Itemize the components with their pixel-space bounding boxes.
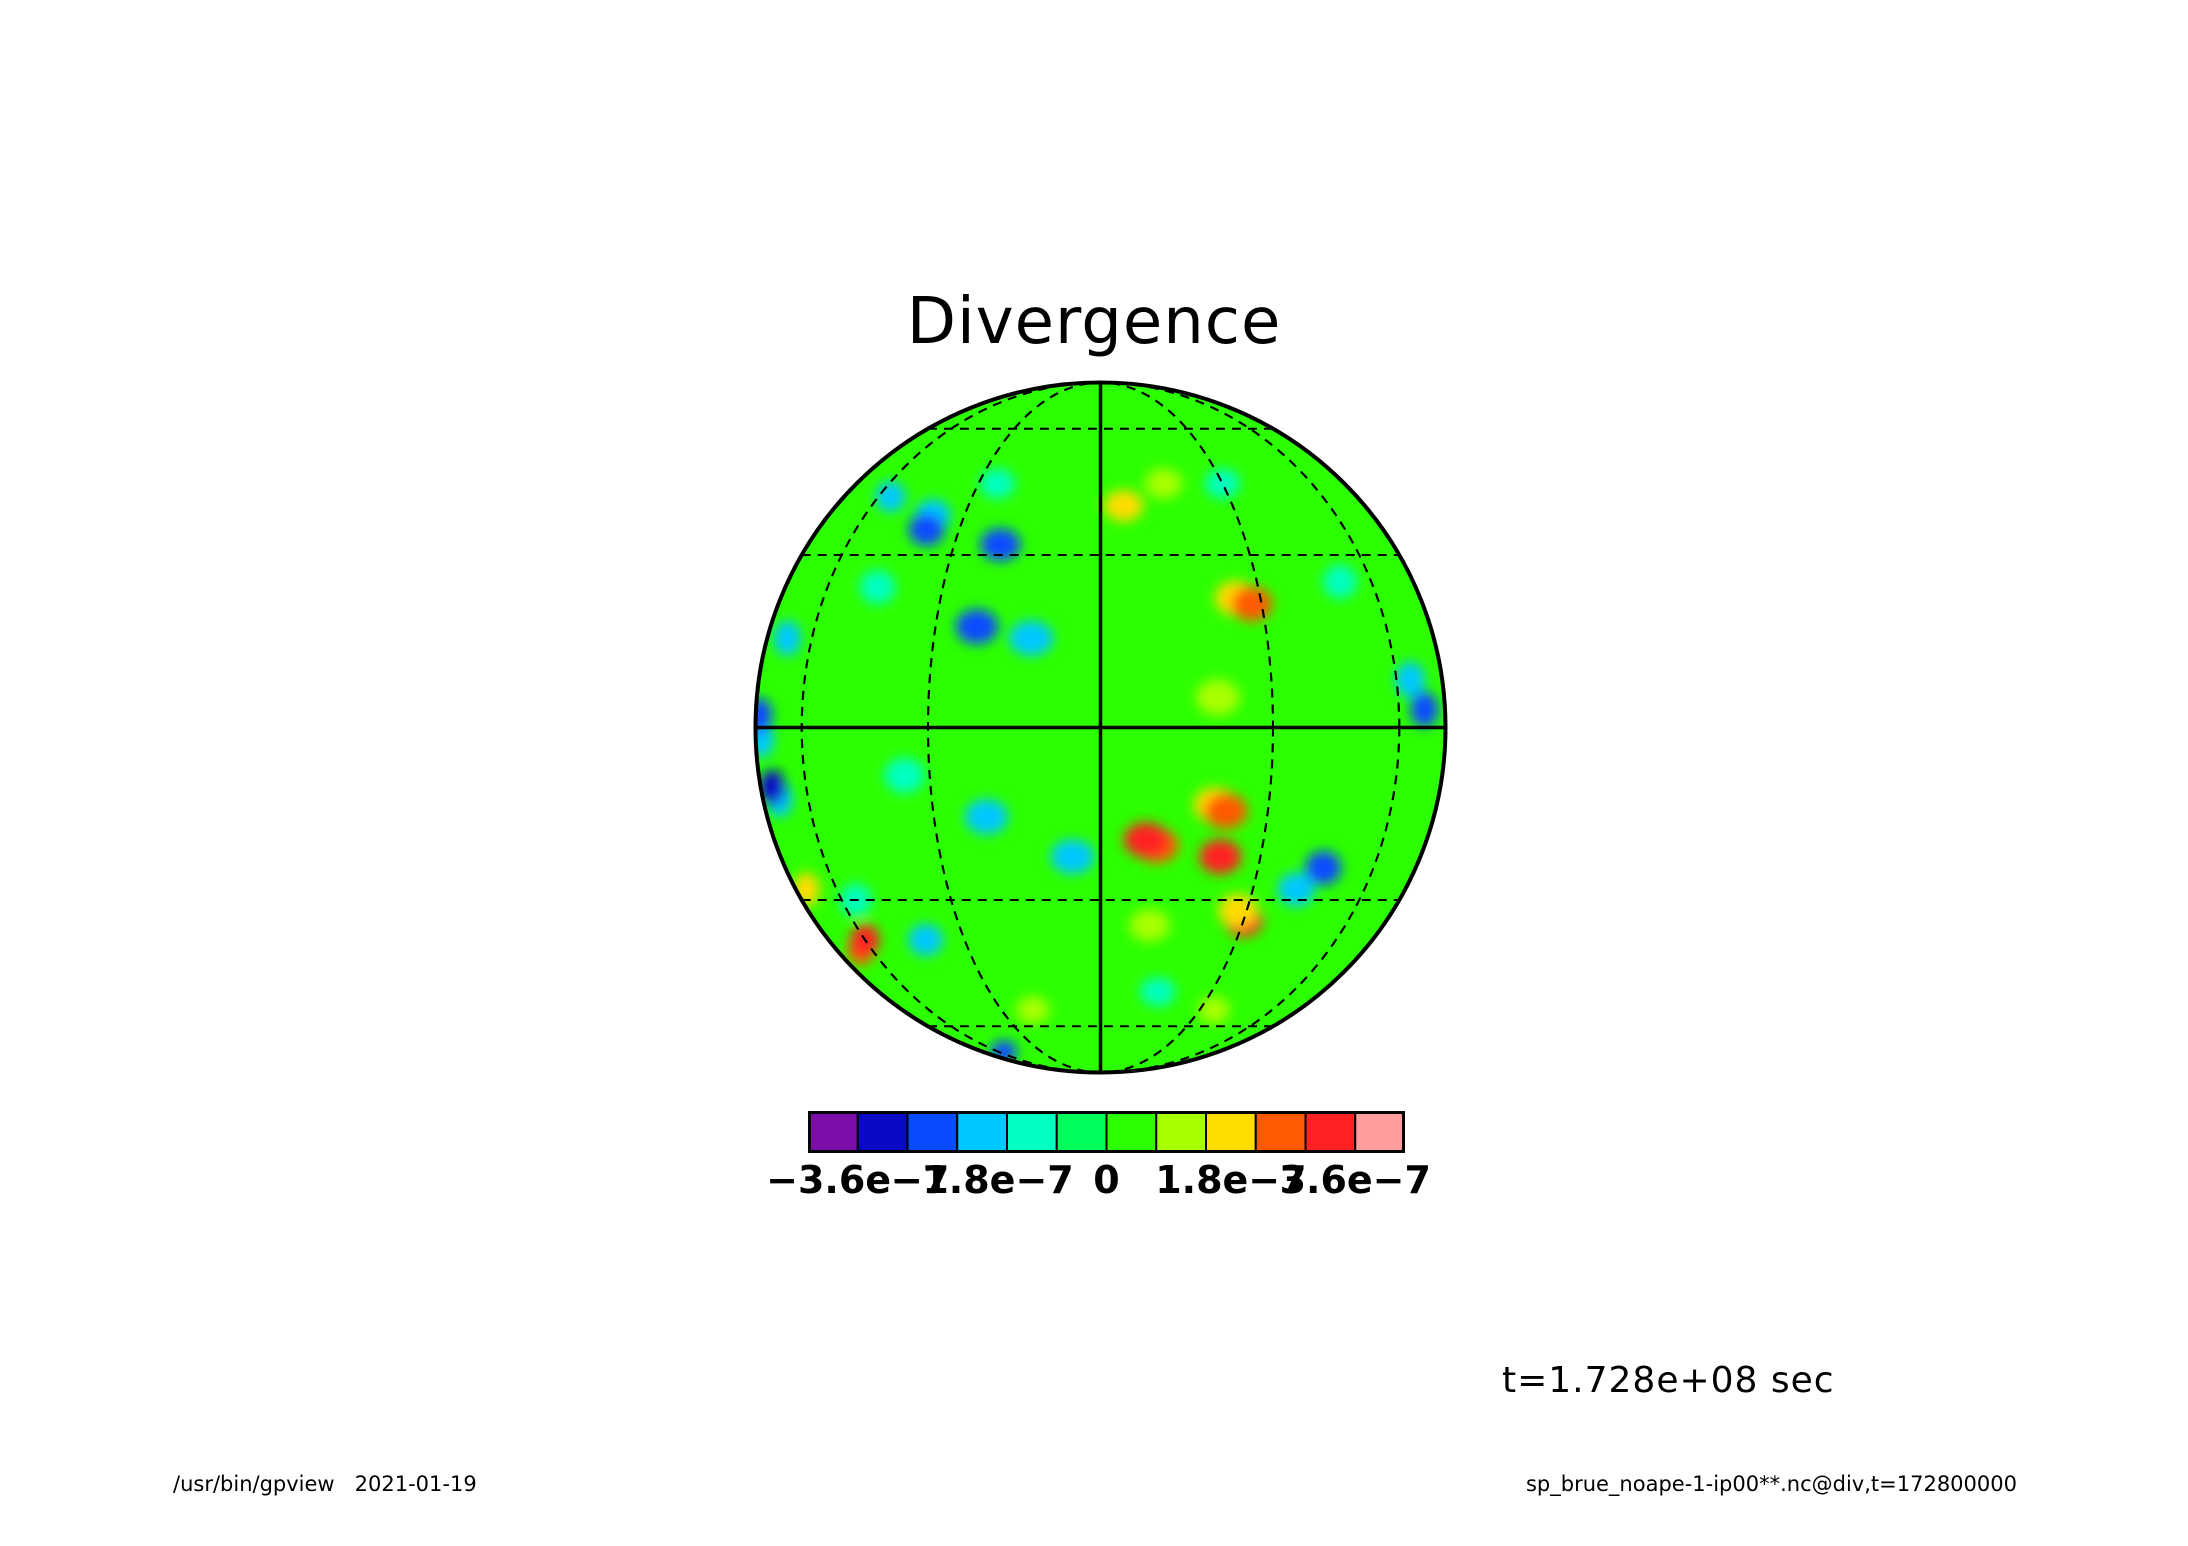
field-patch	[1204, 468, 1241, 499]
divergence-field	[755, 468, 1439, 1064]
field-patch	[1123, 822, 1169, 858]
footer-left: /usr/bin/gpview 2021-01-19	[173, 1472, 477, 1496]
colorbar	[808, 1111, 1405, 1153]
field-patch	[964, 799, 1009, 835]
field-patch	[884, 757, 925, 794]
colorbar-svg	[808, 1111, 1405, 1153]
field-patch	[1198, 996, 1230, 1024]
field-patch	[1103, 490, 1144, 522]
field-patch	[955, 609, 999, 645]
colorbar-border	[808, 1111, 1405, 1153]
field-patch	[859, 570, 896, 605]
field-patch	[979, 468, 1016, 499]
field-patch	[1008, 620, 1054, 656]
colorbar-swatch	[1354, 1111, 1405, 1153]
colorbar-tick-label: 0	[1093, 1158, 1120, 1202]
field-patch	[1199, 839, 1242, 875]
field-patch	[773, 620, 801, 656]
globe-outline	[753, 380, 1448, 1075]
field-patch	[1140, 977, 1176, 1007]
field-patch	[1204, 793, 1248, 829]
colorbar-swatch	[1205, 1111, 1257, 1153]
colorbar-tick-label: 1.8e−7	[1155, 1158, 1307, 1202]
field-patch	[1129, 909, 1170, 942]
colorbar-swatch	[1006, 1111, 1058, 1153]
field-patch	[1410, 691, 1439, 728]
field-patch	[980, 528, 1021, 562]
colorbar-swatch	[1055, 1111, 1108, 1153]
field-patch	[1395, 661, 1425, 698]
field-patch	[1322, 564, 1358, 599]
field-patch	[875, 481, 906, 513]
colorbar-swatch	[1304, 1111, 1357, 1153]
plot-title: Divergence	[906, 285, 1282, 359]
field-patch	[1231, 586, 1273, 622]
colorbar-swatch	[1155, 1111, 1207, 1153]
field-patch	[759, 769, 786, 806]
colorbar-swatch	[956, 1111, 1008, 1153]
field-patch	[1016, 996, 1050, 1024]
field-patch	[755, 697, 773, 734]
colorbar-swatch	[856, 1111, 909, 1153]
footer-date: 2021-01-19	[354, 1472, 477, 1496]
field-patch	[1218, 893, 1258, 927]
colorbar-tick-label: 3.6e−7	[1279, 1158, 1431, 1202]
globe-map	[753, 380, 1448, 1075]
colorbar-swatch	[1105, 1111, 1158, 1153]
field-patch	[908, 513, 945, 546]
colorbar-tick-label: −3.6e−7	[766, 1158, 950, 1202]
footer-program: /usr/bin/gpview	[173, 1472, 335, 1496]
field-patch	[1050, 839, 1095, 875]
field-patch	[1277, 872, 1315, 907]
footer-source: sp_brue_noape-1-ip00**.nc@div,t=17280000…	[1525, 1472, 2017, 1496]
colorbar-tick-label: −1.8e−7	[890, 1158, 1074, 1202]
time-label: t=1.728e+08 sec	[1502, 1360, 1835, 1401]
colorbar-swatch	[906, 1111, 959, 1153]
colorbar-swatch	[808, 1111, 859, 1153]
field-patch	[908, 924, 944, 956]
field-patch	[1195, 679, 1241, 716]
field-patch	[1305, 850, 1342, 885]
globe-svg	[753, 380, 1448, 1075]
colorbar-swatch	[1254, 1111, 1307, 1153]
field-patch	[755, 721, 775, 758]
field-patch	[1145, 468, 1183, 499]
